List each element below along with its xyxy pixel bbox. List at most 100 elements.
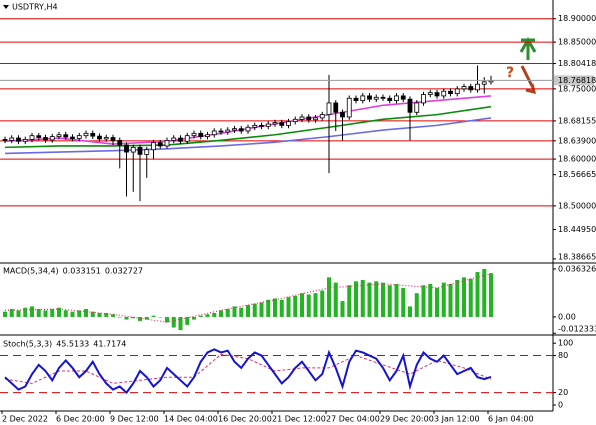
histogram-bar [468,278,473,317]
y-tick-label: 18.75000 [558,84,596,93]
histogram-bar [144,316,149,320]
indicator-label: MACD(5,34,4) [3,267,59,276]
candle-body [265,123,271,127]
histogram-bar [84,309,88,317]
y-tick-label: 18.50000 [558,201,596,210]
histogram-bar [198,315,203,317]
x-tick-label: 2 Dec 2022 [2,415,48,424]
candle-body [205,134,210,138]
candle-body [2,139,8,141]
candle-body [49,136,55,141]
y-tick-label: 18.90000 [558,14,596,23]
candle-body [43,137,48,141]
histogram-bar [313,293,318,317]
candle-body [151,142,156,151]
candle-body [400,95,406,100]
candle-body [427,92,433,95]
indicator-label: 0.032727 [105,267,143,276]
candle-body [171,137,177,141]
candle-body [218,130,224,133]
candle-body [164,139,170,147]
y-tick-label: 18.85000 [558,38,596,47]
main-line [4,348,492,395]
histogram-bar [293,295,298,317]
x-tick-label: 9 Dec 12:00 [110,415,159,424]
histogram-bar [435,287,439,317]
candle-body [191,132,197,137]
indicator-label: 41.7174 [93,340,126,349]
histogram-bar [354,281,358,317]
candle-body [110,137,116,141]
candle-body [259,124,264,127]
histogram-bar [36,309,41,317]
candle-body [373,96,379,100]
candle-body [130,146,136,153]
histogram-bar [333,282,338,317]
histogram-bar [414,293,419,317]
histogram-bar [408,306,412,317]
histogram-bar [192,316,196,320]
histogram-bar [306,294,311,317]
histogram-bar [124,316,129,320]
x-tick-label: 6 Jan 04:00 [488,415,534,424]
candle-body [326,102,332,116]
y-tick-label: 18.80418 [558,59,596,68]
histogram-bar [158,316,163,318]
x-tick-label: 6 Dec 20:00 [56,415,105,424]
candle-body [144,149,150,155]
y-tick-label: 0.00 [558,312,576,321]
histogram-bar [360,279,365,317]
histogram-bar [30,306,34,317]
histogram-bar [16,310,21,317]
histogram-bar [131,316,136,319]
menu-triangle[interactable] [3,5,9,9]
candle-body [353,97,359,101]
y-tick-label: 18.44950 [558,225,596,234]
histogram-bar [347,285,352,317]
x-tick-label: 21 Dec 12:00 [272,415,326,424]
indicator-label: Stoch(5,3,3) [3,340,52,349]
x-tick-label: 27 Dec 04:00 [326,415,380,424]
candle-body [448,90,453,94]
histogram-bar [3,311,7,317]
histogram-bar [401,287,406,317]
histogram-bar [286,297,291,317]
candle-body [319,114,325,119]
candle-body [299,116,305,120]
candle-body [29,135,35,140]
histogram-bar [212,313,217,317]
histogram-bar [320,290,325,317]
y-tick-label: 18.68155 [558,116,596,125]
candle-body [83,132,89,137]
histogram-bar [266,299,271,317]
histogram-bar [387,285,392,317]
y-tick-label: 20 [558,388,568,397]
histogram-bar [441,282,446,317]
candle-body [292,118,298,123]
y-tick-label: 0.036326 [558,265,596,274]
histogram-bar [482,268,487,317]
y-tick-label: 0 [558,401,563,410]
candle-body [124,144,129,153]
candle-body [367,95,372,100]
y-tick-label: 80 [558,351,568,360]
histogram-bar [374,281,379,317]
question-mark: ? [506,65,514,81]
down-arrow [520,65,537,95]
current-price-label: 18.76818 [558,76,596,85]
signal-line [4,273,492,323]
indicator-label: 0.033151 [63,267,101,276]
histogram-bar [138,316,142,321]
histogram-bar [239,307,244,317]
histogram-bar [57,307,61,317]
x-tick-label: 3 Jan 12:00 [434,415,480,424]
histogram-bar [165,316,169,323]
histogram-bar [273,298,277,317]
candle-body [232,128,237,131]
candle-body [286,121,291,126]
candle-body [441,90,447,97]
histogram-bar [70,311,75,317]
candle-body [198,132,204,138]
x-tick-label: 14 Dec 04:00 [164,415,218,424]
